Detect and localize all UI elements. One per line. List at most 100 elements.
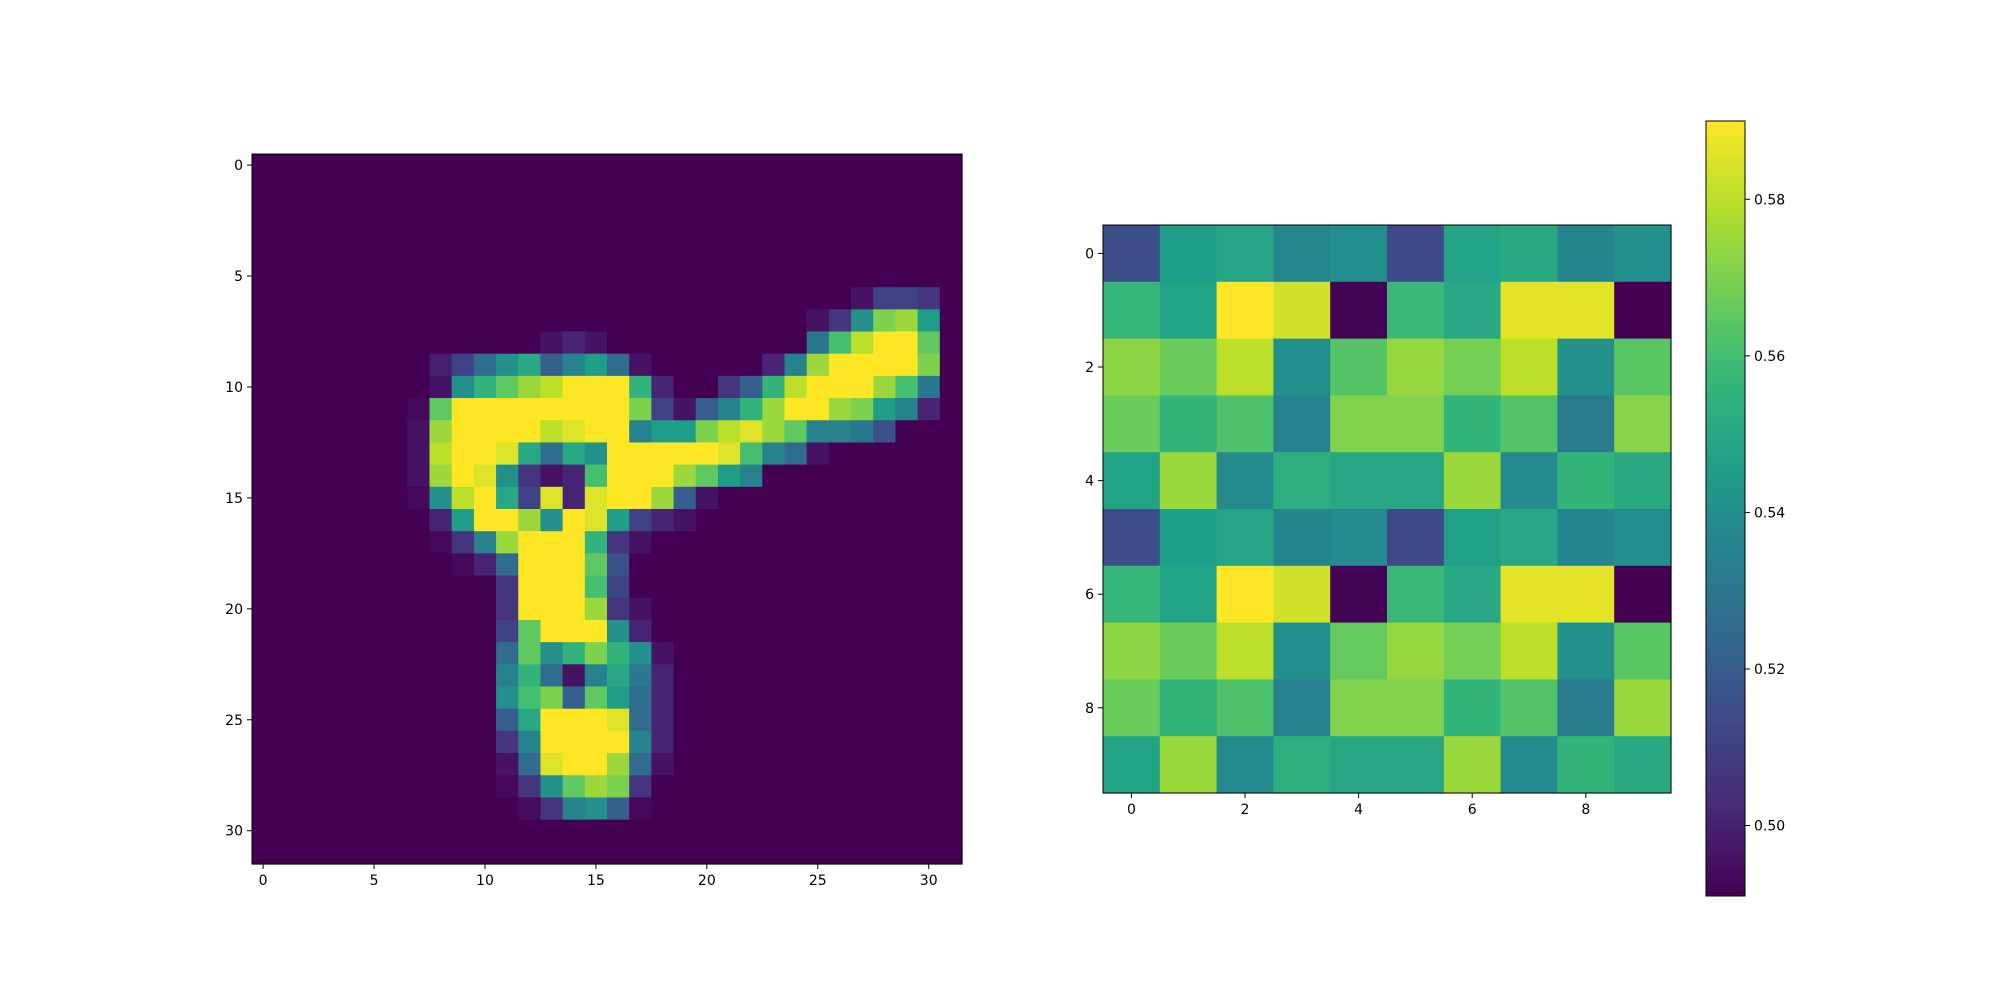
left-heatmap-cell [917,242,941,266]
left-heatmap-cell [784,509,808,532]
left-heatmap-cell [584,198,608,222]
left-heatmap-cell [296,420,320,444]
left-heatmap-cell [584,154,608,177]
left-heatmap-cell [651,841,675,865]
left-heatmap-cell [851,841,874,865]
left-heatmap-cell [252,553,275,577]
left-heatmap-cell [362,242,386,266]
left-heatmap-cell [740,331,763,355]
left-heatmap-cell [584,287,608,310]
left-heatmap-cell [873,154,897,177]
left-heatmap-cell [828,398,852,421]
left-heatmap-cell [540,664,564,688]
right-heatmap-cell [1330,225,1388,283]
left-heatmap-cell [252,154,275,177]
left-heatmap-cell [717,531,741,554]
left-heatmap-cell [362,264,386,288]
left-heatmap-cell [895,398,919,421]
left-heatmap-cell [939,664,963,688]
right-heatmap-cell [1159,338,1218,396]
left-heatmap-cell [629,398,652,421]
left-heatmap-cell [895,331,919,355]
left-heatmap-cell [540,686,564,710]
left-heatmap-cell [584,730,608,754]
left-heatmap-cell [762,642,786,665]
left-heatmap-cell [851,531,874,554]
left-heatmap-cell [895,686,919,710]
left-heatmap-cell [939,464,963,488]
left-heatmap-cell [917,309,941,333]
right-heatmap-cell [1614,452,1672,510]
left-heatmap-x-tick-label: 25 [809,873,827,889]
left-heatmap-cell [695,531,719,554]
right-heatmap-cell [1387,225,1445,283]
left-heatmap-cell [629,220,652,244]
left-heatmap-cell [274,597,297,621]
left-heatmap-cell [784,730,808,754]
left-heatmap-cell [851,775,874,799]
left-heatmap-cell [318,708,342,732]
left-heatmap-cell [451,686,475,710]
left-heatmap-cell [518,176,542,199]
left-heatmap-cell [385,309,408,333]
left-heatmap-cell [385,331,408,355]
left-heatmap-cell [873,730,897,754]
left-heatmap-cell [496,309,519,333]
left-heatmap-cell [895,841,919,865]
left-heatmap-cell [496,287,519,310]
left-heatmap-cell [784,686,808,710]
left-heatmap-cell [318,398,342,421]
left-heatmap-cell [584,575,608,599]
left-heatmap-cell [407,353,431,377]
left-heatmap-cell [562,154,586,177]
left-heatmap-cell [895,819,919,843]
left-heatmap-cell [385,686,408,710]
left-heatmap-cell [695,176,719,199]
right-heatmap-y-tick-label: 0 [1085,246,1094,262]
right-heatmap-cell [1103,338,1161,396]
right-heatmap-cell [1614,622,1672,680]
left-heatmap-cell [496,819,519,843]
left-heatmap-cell [540,730,564,754]
left-heatmap-cell [252,664,275,688]
left-heatmap-cell [873,287,897,310]
left-heatmap-cell [939,154,963,177]
left-heatmap-cell [784,287,808,310]
left-heatmap-cell [362,442,386,466]
left-heatmap-cell [784,819,808,843]
left-heatmap-cell [717,597,741,621]
left-heatmap-cell [651,730,675,754]
left-heatmap-cell [651,420,675,444]
left-heatmap-cell [673,775,697,799]
right-heatmap-cell [1159,452,1218,510]
left-heatmap-cell [496,531,519,554]
left-heatmap-cell [429,575,453,599]
left-heatmap-y-tick-label: 30 [225,824,243,840]
left-heatmap-cell [252,353,275,377]
left-heatmap-cell [673,553,697,577]
left-heatmap-cell [740,753,763,776]
left-heatmap-cell [851,753,874,776]
left-heatmap-cell [717,642,741,665]
left-heatmap-cell [673,619,697,643]
left-heatmap-cell [607,686,630,710]
left-heatmap-cell [584,619,608,643]
left-heatmap-cell [518,597,542,621]
left-heatmap-cell [252,775,275,799]
left-heatmap-cell [873,819,897,843]
left-heatmap-cell [562,619,586,643]
left-heatmap-cell [296,619,320,643]
left-heatmap-cell [362,176,386,199]
right-heatmap-cell [1159,622,1218,680]
left-heatmap-cell [540,287,564,310]
left-heatmap-cell [451,553,475,577]
left-heatmap-cell [252,464,275,488]
left-heatmap-cell [828,664,852,688]
left-heatmap-cell [851,553,874,577]
left-heatmap-cell [695,309,719,333]
left-heatmap-cell [895,531,919,554]
left-heatmap-cell [340,375,364,399]
left-heatmap-cell [473,531,497,554]
left-heatmap-cell [274,575,297,599]
left-heatmap-cell [429,220,453,244]
